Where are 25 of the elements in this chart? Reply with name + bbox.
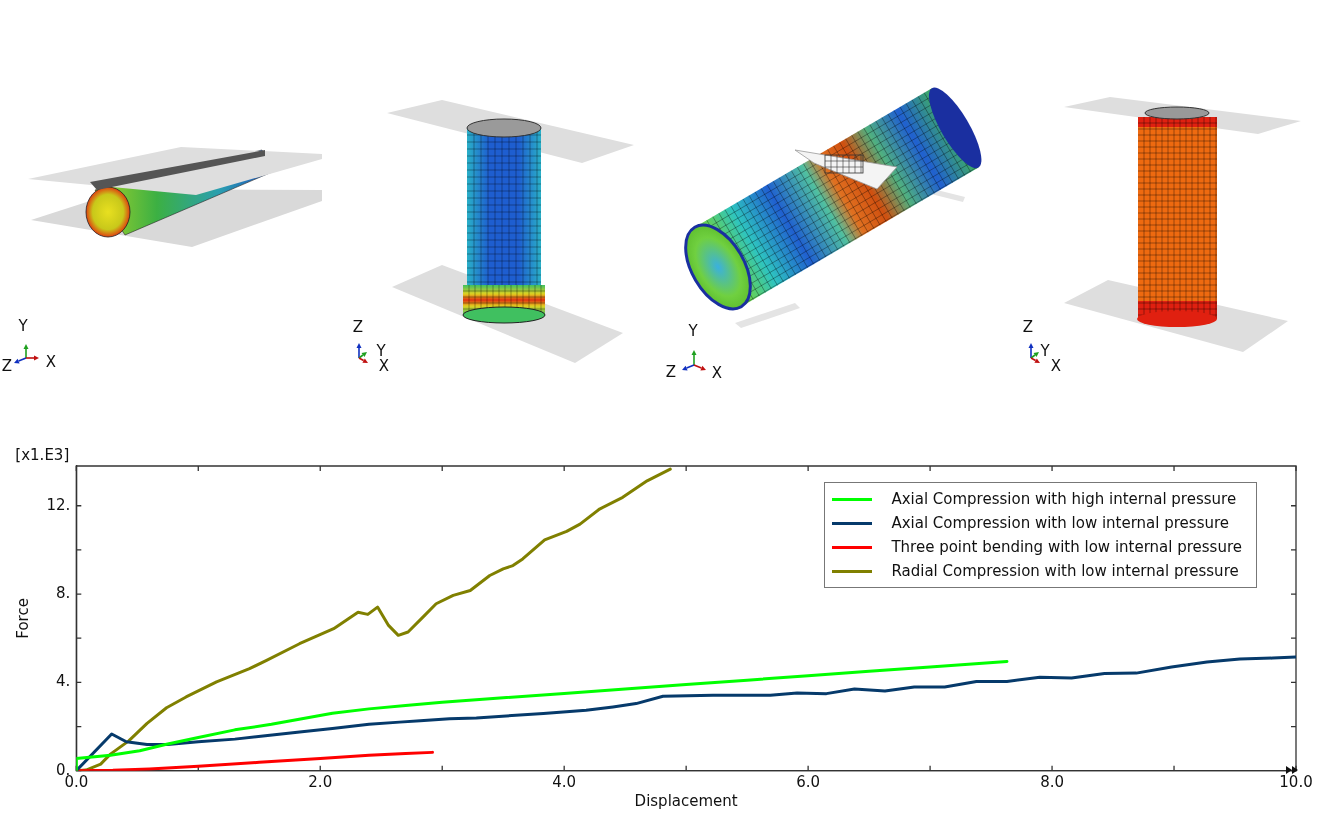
legend-label: Three point bending with low internal pressure [891, 538, 1242, 556]
legend-label: Axial Compression with high internal pressure [891, 490, 1237, 508]
text: [x1.E3] [15, 445, 70, 464]
text: X [711, 363, 723, 382]
x-axis-title: Displacement [634, 791, 738, 810]
text: Y [18, 316, 28, 335]
x-tick-label: 4.0 [552, 772, 577, 791]
text: Z [352, 317, 364, 336]
y-axis-title: Force [13, 598, 32, 639]
text: Z [1022, 317, 1034, 336]
text: X [45, 352, 57, 371]
text: Y [1040, 341, 1050, 360]
legend-label: Radial Compression with low internal pressure [891, 562, 1239, 580]
text: X [1050, 356, 1062, 375]
x-tick-label: 6.0 [796, 772, 821, 791]
x-tick-label: 8.0 [1040, 772, 1064, 791]
y-tick-label: 8. [55, 583, 71, 602]
y-tick-label: 12. [46, 495, 71, 514]
x-tick-label: 2.0 [308, 772, 333, 791]
y-tick-label: 4. [55, 672, 71, 691]
text: Y [688, 321, 698, 340]
text: Z [1, 356, 13, 375]
x-tick-label: 10.0 [1279, 772, 1313, 791]
legend-label: Axial Compression with low internal pressure [891, 514, 1230, 532]
text: Z [665, 362, 677, 381]
